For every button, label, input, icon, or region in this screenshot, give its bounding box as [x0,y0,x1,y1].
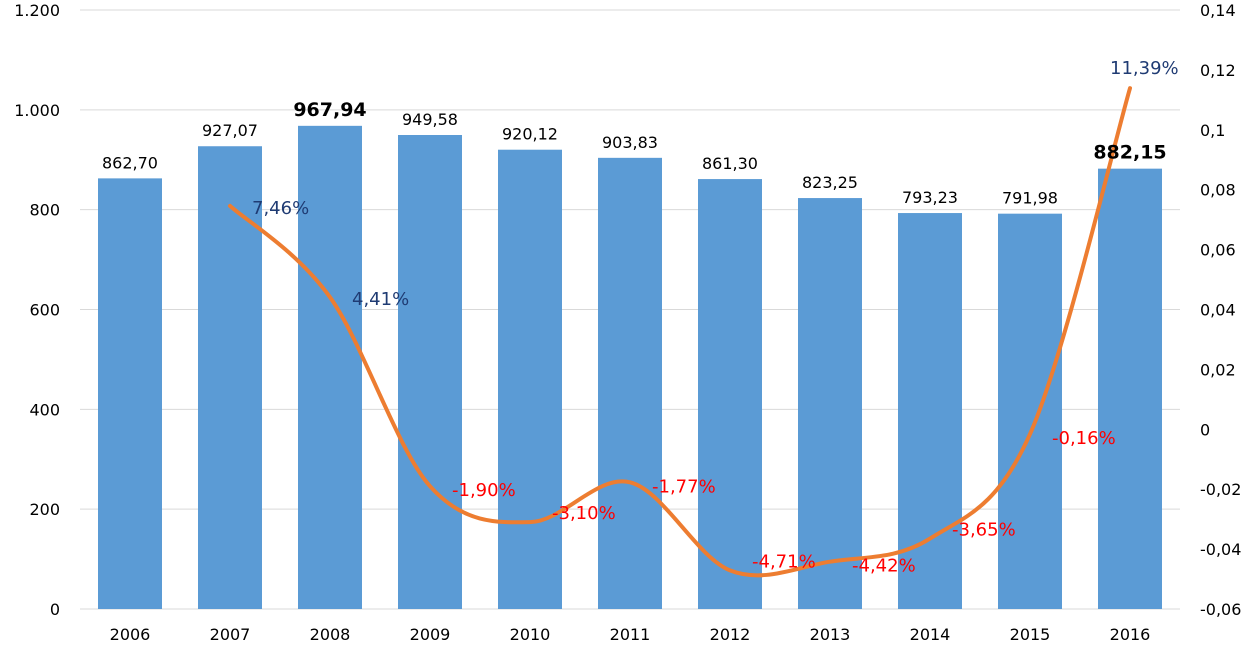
bar-value-label: 903,83 [602,133,658,152]
bar [298,125,362,610]
bar [498,149,562,609]
bar [798,198,862,609]
percent-change-label: -4,71% [752,551,816,572]
left-axis-tick-label: 400 [29,400,60,419]
bar [698,179,762,609]
x-axis-tick-label: 2013 [810,625,851,644]
left-axis-tick-label: 600 [29,301,60,320]
x-axis-tick-label: 2015 [1010,625,1051,644]
x-axis-tick-label: 2009 [410,625,451,644]
x-axis-tick-label: 2006 [110,625,151,644]
bar-value-labels: 862,70 927,07 967,94 949,58 920,12 903,83 861,… [102,99,1167,208]
percent-change-line [228,86,1132,578]
bar [898,213,962,609]
bar [598,157,662,609]
right-axis-tick-label: -0,04 [1200,540,1241,559]
left-axis-tick-label: 1.200 [14,1,60,20]
percent-change-labels: 7,46% 4,41% -1,90% -3,10% -1,77% -4,71% -4,42%… [252,58,1179,577]
bar-value-label: 861,30 [702,154,758,173]
x-axis-tick-label: 2007 [210,625,251,644]
right-axis-tick-label: 0,14 [1200,1,1236,20]
percent-change-label: -0,16% [1052,428,1116,449]
percent-change-label: -3,10% [552,503,616,524]
right-axis-tick-label: 0,08 [1200,181,1236,200]
left-axis-tick-label: 200 [29,500,60,519]
bar-value-label: 862,70 [102,153,158,172]
bar-value-label: 927,07 [202,121,258,140]
bar-value-label: 791,98 [1002,189,1058,208]
right-axis-tick-label: 0,1 [1200,121,1225,140]
bar-value-label: 793,23 [902,188,958,207]
bar [98,178,162,610]
bar-value-label: 920,12 [502,125,558,144]
x-axis-tick-label: 2016 [1110,625,1151,644]
x-axis-tick-label: 2012 [710,625,751,644]
x-axis-tick-label: 2011 [610,625,651,644]
percent-change-label: -3,65% [952,520,1016,541]
bar [1098,168,1162,609]
x-axis-tick-label: 2008 [310,625,351,644]
right-axis-tick-label: 0,06 [1200,241,1236,260]
bar-value-label: 949,58 [402,110,458,129]
percent-change-label: -1,90% [452,480,516,501]
left-axis-tick-label: 0 [50,600,60,619]
bar-value-label: 882,15 [1093,142,1166,164]
right-axis-tick-label: 0,02 [1200,360,1236,379]
line-series [228,86,1132,578]
right-axis-tick-label: 0,12 [1200,61,1236,80]
right-axis: -0,06 -0,04 -0,02 0 0,02 0,04 0,06 0,08 0,1 0,12 0… [1200,1,1241,619]
percent-change-label: -4,42% [852,556,916,577]
x-axis: 2006 2007 2008 2009 2010 2011 2012 2013 2014 2015… [110,625,1151,644]
left-axis: 0 200 400 600 800 1.000 1.200 [14,1,60,619]
percent-change-label: 4,41% [352,289,409,310]
left-axis-tick-label: 800 [29,201,60,220]
bar-value-label: 967,94 [293,99,366,121]
x-axis-tick-label: 2014 [910,625,951,644]
x-axis-tick-label: 2010 [510,625,551,644]
percent-change-label: -1,77% [652,476,716,497]
bar [398,135,462,609]
right-axis-tick-label: 0 [1200,420,1210,439]
left-axis-tick-label: 1.000 [14,101,60,120]
right-axis-tick-label: -0,06 [1200,600,1241,619]
bar-value-label: 823,25 [802,173,858,192]
bar [998,213,1062,609]
right-axis-tick-label: -0,02 [1200,480,1241,499]
right-axis-tick-label: 0,04 [1200,301,1236,320]
percent-change-label: 11,39% [1110,58,1179,79]
percent-change-label: 7,46% [252,198,309,219]
bar-series [98,125,1162,610]
